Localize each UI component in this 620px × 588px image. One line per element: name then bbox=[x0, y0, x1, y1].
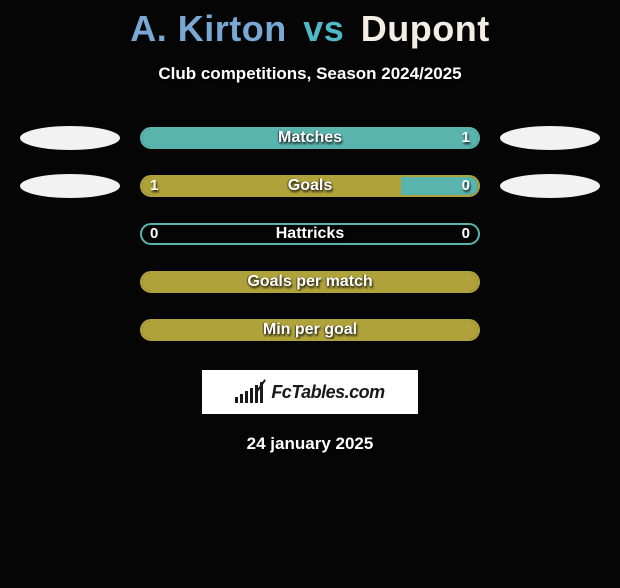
right-ellipse-icon bbox=[500, 174, 600, 198]
stat-row: Goals per match bbox=[10, 270, 610, 294]
stat-value-right: 0 bbox=[462, 177, 470, 195]
player2-name: Dupont bbox=[361, 8, 490, 49]
stat-row: Hattricks0 0 bbox=[10, 222, 610, 246]
stat-row: Min per goal bbox=[10, 318, 610, 342]
vs-text: vs bbox=[303, 8, 344, 49]
left-ellipse-icon bbox=[20, 126, 120, 150]
fctables-logo: FcTables.com bbox=[202, 370, 418, 414]
stat-bar: Matches1 bbox=[140, 127, 480, 149]
bar-fill-left bbox=[142, 273, 478, 291]
stat-row: Matches1 bbox=[10, 126, 610, 150]
logo-text: FcTables.com bbox=[271, 382, 384, 403]
stat-value-left: 1 bbox=[150, 177, 158, 195]
date-label: 24 january 2025 bbox=[0, 434, 620, 454]
stat-value-left: 0 bbox=[150, 225, 158, 243]
stat-value-right: 0 bbox=[462, 225, 470, 243]
left-ellipse-icon bbox=[20, 174, 120, 198]
stat-bar: Goals per match bbox=[140, 271, 480, 293]
stat-value-right: 1 bbox=[462, 129, 470, 147]
logo-bars-icon bbox=[235, 381, 267, 403]
bar-fill-left bbox=[142, 129, 478, 147]
bar-fill-left bbox=[142, 177, 401, 195]
stat-bar: Goals10 bbox=[140, 175, 480, 197]
stat-rows: Matches1Goals10Hattricks00Goals per matc… bbox=[0, 126, 620, 342]
player1-name: A. Kirton bbox=[130, 8, 286, 49]
stat-bar: Hattricks0 0 bbox=[140, 223, 480, 245]
stat-label: Hattricks bbox=[142, 225, 478, 243]
right-ellipse-icon bbox=[500, 126, 600, 150]
subtitle: Club competitions, Season 2024/2025 bbox=[0, 64, 620, 84]
stat-bar: Min per goal bbox=[140, 319, 480, 341]
comparison-title: A. Kirton vs Dupont bbox=[0, 8, 620, 50]
bar-fill-left bbox=[142, 321, 478, 339]
stat-row: Goals10 bbox=[10, 174, 610, 198]
